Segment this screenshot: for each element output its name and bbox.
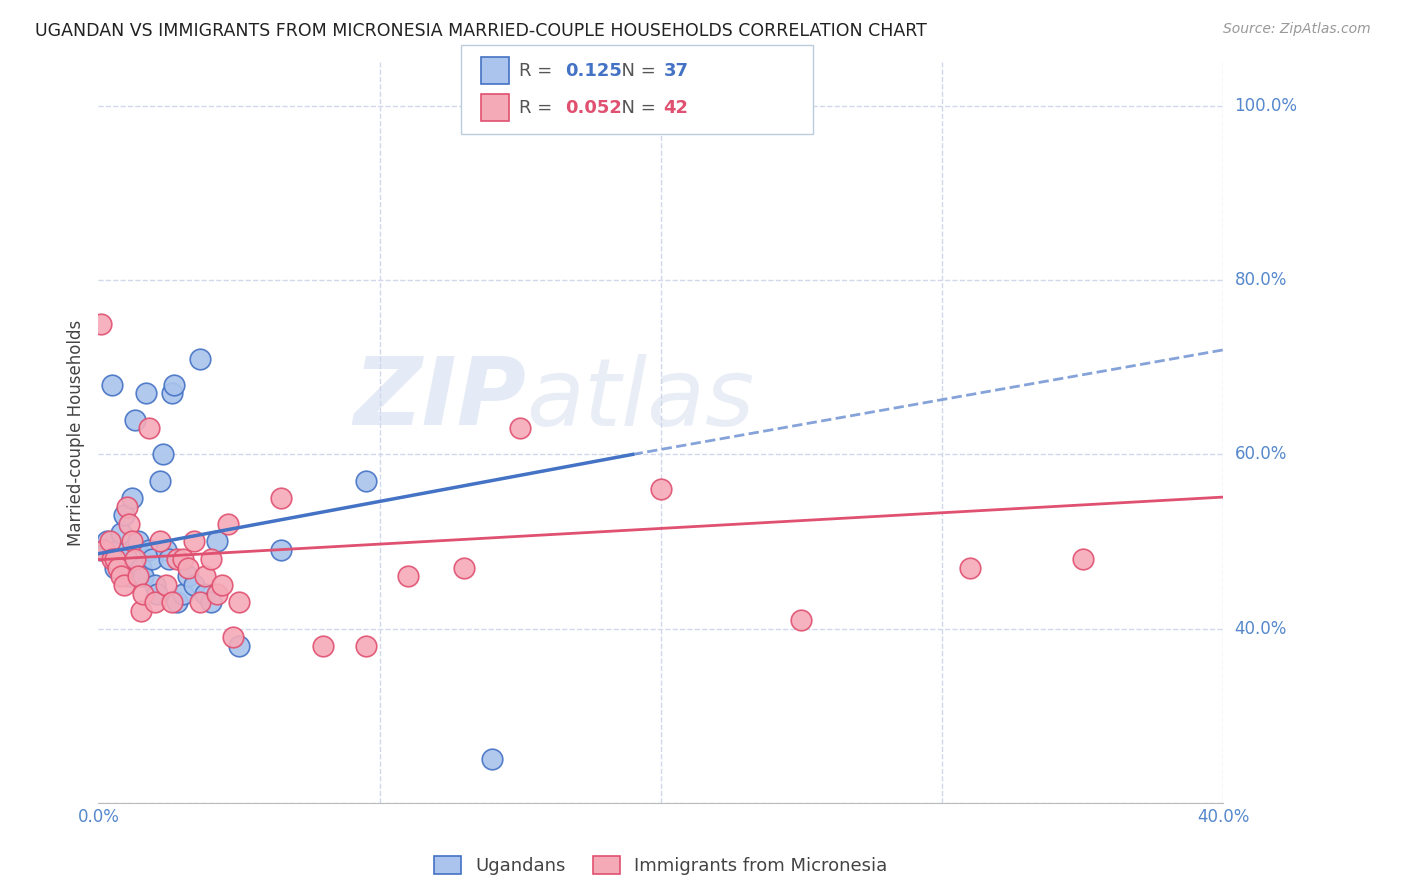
Point xyxy=(143,578,166,592)
Text: 42: 42 xyxy=(664,99,689,117)
Point xyxy=(90,543,112,558)
Point xyxy=(101,552,124,566)
Text: 80.0%: 80.0% xyxy=(1234,271,1286,289)
Point xyxy=(166,552,188,566)
Point xyxy=(228,595,250,609)
Point xyxy=(141,552,163,566)
Point xyxy=(194,587,217,601)
Point xyxy=(396,569,419,583)
Point xyxy=(205,587,228,601)
Point xyxy=(112,508,135,523)
Point xyxy=(959,560,981,574)
Point xyxy=(110,569,132,583)
Point xyxy=(200,552,222,566)
Point xyxy=(183,534,205,549)
Text: R =: R = xyxy=(519,99,558,117)
Text: 100.0%: 100.0% xyxy=(1234,97,1298,115)
Text: ZIP: ZIP xyxy=(353,353,526,445)
Point xyxy=(188,595,211,609)
Point xyxy=(149,474,172,488)
Point xyxy=(127,534,149,549)
Point xyxy=(129,604,152,618)
Point xyxy=(90,317,112,331)
Point xyxy=(129,560,152,574)
Point xyxy=(453,560,475,574)
Y-axis label: Married-couple Households: Married-couple Households xyxy=(66,319,84,546)
Point xyxy=(152,447,174,461)
Point xyxy=(228,639,250,653)
Point xyxy=(118,569,141,583)
Point xyxy=(211,578,233,592)
Point xyxy=(138,543,160,558)
Point xyxy=(135,386,157,401)
Text: 0.125: 0.125 xyxy=(565,62,621,79)
Point xyxy=(312,639,335,653)
Point xyxy=(194,569,217,583)
Text: N =: N = xyxy=(610,62,662,79)
Point xyxy=(183,578,205,592)
Point xyxy=(222,630,245,644)
Point xyxy=(270,491,292,505)
Point xyxy=(115,552,138,566)
Point xyxy=(101,377,124,392)
Text: 40.0%: 40.0% xyxy=(1234,620,1286,638)
Point xyxy=(157,552,180,566)
Text: atlas: atlas xyxy=(526,354,754,445)
Legend: Ugandans, Immigrants from Micronesia: Ugandans, Immigrants from Micronesia xyxy=(434,855,887,875)
Point xyxy=(155,543,177,558)
Text: 37: 37 xyxy=(664,62,689,79)
Point xyxy=(112,578,135,592)
Point xyxy=(172,552,194,566)
Point xyxy=(107,543,129,558)
Text: N =: N = xyxy=(610,99,662,117)
Text: 0.052: 0.052 xyxy=(565,99,621,117)
Point xyxy=(93,543,115,558)
Point xyxy=(121,491,143,505)
Point xyxy=(104,552,127,566)
Point xyxy=(205,534,228,549)
Point xyxy=(160,595,183,609)
Point xyxy=(110,525,132,540)
Point xyxy=(124,412,146,426)
Point xyxy=(177,569,200,583)
Point xyxy=(166,595,188,609)
Point xyxy=(127,569,149,583)
Point xyxy=(1071,552,1094,566)
Point xyxy=(177,560,200,574)
Text: R =: R = xyxy=(519,62,558,79)
Point xyxy=(149,534,172,549)
Point xyxy=(650,482,672,496)
Point xyxy=(104,560,127,574)
Point xyxy=(98,534,121,549)
Point xyxy=(124,552,146,566)
Point xyxy=(138,421,160,435)
Point xyxy=(160,386,183,401)
Point xyxy=(481,752,503,766)
Point xyxy=(96,534,118,549)
Point xyxy=(200,595,222,609)
Point xyxy=(155,578,177,592)
Point xyxy=(121,534,143,549)
Point xyxy=(172,587,194,601)
Point xyxy=(270,543,292,558)
Point xyxy=(107,560,129,574)
Text: 60.0%: 60.0% xyxy=(1234,445,1286,464)
Point xyxy=(217,517,239,532)
Point xyxy=(354,474,377,488)
Point xyxy=(132,587,155,601)
Text: Source: ZipAtlas.com: Source: ZipAtlas.com xyxy=(1223,22,1371,37)
Point xyxy=(146,587,169,601)
Point xyxy=(354,639,377,653)
Point xyxy=(790,613,813,627)
Text: UGANDAN VS IMMIGRANTS FROM MICRONESIA MARRIED-COUPLE HOUSEHOLDS CORRELATION CHAR: UGANDAN VS IMMIGRANTS FROM MICRONESIA MA… xyxy=(35,22,927,40)
Point xyxy=(188,351,211,366)
Point xyxy=(118,517,141,532)
Point xyxy=(163,377,186,392)
Point xyxy=(143,595,166,609)
Point xyxy=(115,500,138,514)
Point xyxy=(132,569,155,583)
Point xyxy=(509,421,531,435)
